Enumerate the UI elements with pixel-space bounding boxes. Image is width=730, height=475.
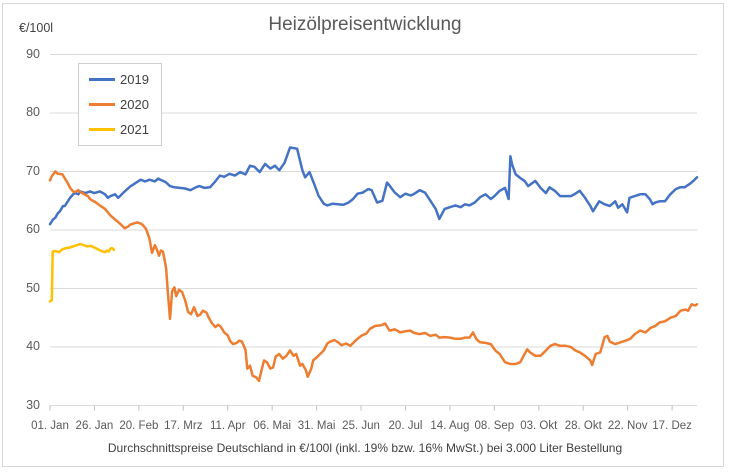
x-axis-tick-label: 08. Sep xyxy=(474,420,515,432)
x-axis-tick-label: 03. Okt xyxy=(520,420,558,432)
legend-item-2020: 2020 xyxy=(89,92,149,117)
legend-line-swatch-2019 xyxy=(89,78,115,81)
x-axis-tick-label: 11. Apr xyxy=(209,420,246,432)
series-line-2019 xyxy=(48,146,699,226)
chart-caption: Durchschnittspreise Deutschland in €/100… xyxy=(107,441,623,455)
legend-line-swatch-2020 xyxy=(89,103,115,106)
x-axis-tick-label: 26. Jan xyxy=(75,420,114,432)
y-axis-tick-label: 70 xyxy=(26,163,40,178)
x-axis-tick-label: 17. Mrz xyxy=(164,420,203,432)
x-axis-tick-label: 01. Jan xyxy=(31,420,69,432)
y-axis-tick-label: 50 xyxy=(26,280,40,295)
legend-label: 2019 xyxy=(120,72,149,87)
x-axis-tick-label: 20. Jul xyxy=(388,420,423,432)
y-axis-tick-label: 30 xyxy=(26,397,40,412)
legend-item-2021: 2021 xyxy=(89,117,149,142)
y-axis-unit-label: €/100l xyxy=(19,21,54,35)
x-axis-tick-label: 28. Okt xyxy=(564,420,602,432)
x-axis-tick-label: 14. Aug xyxy=(430,420,470,432)
chart-title: Heizölpreisentwicklung xyxy=(268,14,462,35)
x-axis-tick-label: 20. Feb xyxy=(119,420,159,432)
series-line-2020 xyxy=(48,170,699,383)
legend-label: 2020 xyxy=(120,97,149,112)
legend-line-swatch-2021 xyxy=(89,128,115,131)
x-axis-tick-label: 17. Dez xyxy=(652,420,692,432)
x-axis-tick-label: 22. Nov xyxy=(607,420,648,432)
x-axis-tick-label: 06. Mai xyxy=(253,420,292,432)
y-axis-tick-label: 90 xyxy=(26,46,40,61)
x-axis-tick-label: 31. Mai xyxy=(297,420,336,432)
y-axis-tick-label: 40 xyxy=(26,339,40,353)
legend: 2019 2020 2021 xyxy=(78,63,162,146)
chart-border xyxy=(2,3,724,467)
y-axis-tick-label: 80 xyxy=(26,105,40,119)
x-axis-tick-label: 25. Jun xyxy=(342,420,380,432)
y-axis-tick-label: 60 xyxy=(26,222,40,236)
legend-item-2019: 2019 xyxy=(89,67,149,92)
legend-label: 2021 xyxy=(120,122,149,137)
series-line-2021 xyxy=(48,242,116,303)
